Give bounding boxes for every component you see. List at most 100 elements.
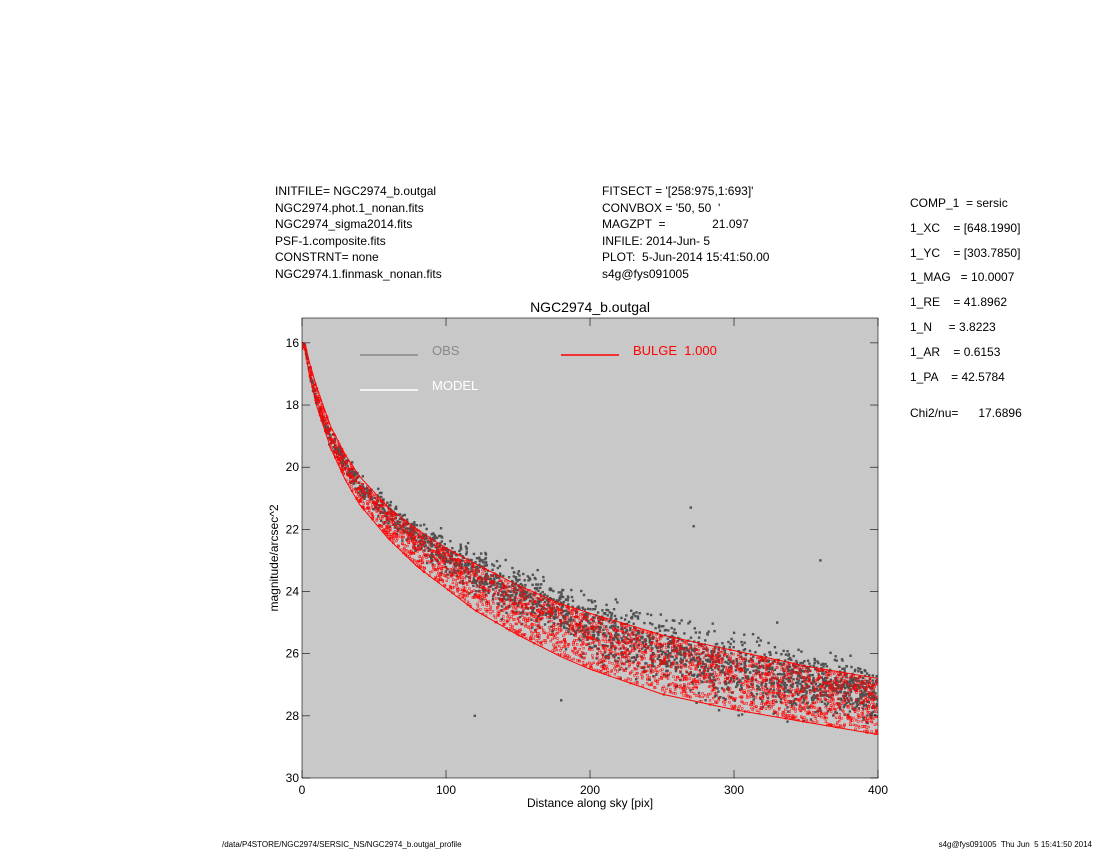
bulge-point: [651, 670, 655, 673]
obs-point: [790, 704, 794, 707]
obs-point: [669, 652, 672, 655]
bulge-point: [426, 560, 429, 563]
obs-point: [517, 588, 520, 592]
bulge-point: [696, 656, 699, 659]
obs-point: [470, 565, 473, 568]
bulge-point: [540, 597, 543, 600]
obs-point: [627, 637, 630, 641]
obs-point: [555, 616, 558, 619]
obs-point: [541, 613, 545, 616]
bulge-point: [715, 691, 718, 695]
obs-point: [608, 611, 611, 614]
bulge-point: [648, 676, 651, 679]
obs-point: [729, 664, 733, 668]
bulge-point: [437, 552, 441, 555]
bulge-point: [876, 706, 878, 710]
bulge-point: [645, 682, 649, 685]
bulge-point: [526, 602, 530, 606]
bulge-point: [741, 707, 744, 710]
bulge-point: [524, 612, 528, 615]
bulge-point: [650, 681, 654, 685]
bulge-point: [566, 607, 569, 610]
obs-point: [633, 625, 636, 629]
bulge-point: [736, 707, 740, 710]
obs-point: [864, 693, 867, 697]
obs-point: [594, 605, 598, 608]
bulge-point: [451, 578, 455, 581]
obs-point: [435, 543, 439, 546]
bulge-point: [536, 635, 539, 638]
obs-point: [587, 642, 590, 646]
obs-point: [714, 666, 717, 669]
obs-point: [826, 702, 830, 705]
bulge-point: [672, 662, 675, 665]
obs-point: [366, 491, 369, 495]
bulge-point: [816, 670, 819, 674]
obs-point: [671, 634, 674, 638]
obs-point: [589, 608, 592, 611]
bulge-point: [477, 593, 481, 597]
obs-point: [336, 448, 340, 452]
obs-point: [715, 642, 719, 646]
obs-point: [713, 650, 716, 654]
bulge-point: [577, 629, 580, 632]
obs-point: [526, 596, 530, 599]
bulge-point: [687, 682, 690, 686]
bulge-point: [866, 717, 869, 721]
obs-point: [482, 561, 485, 564]
obs-point: [736, 680, 740, 684]
obs-point: [681, 673, 684, 676]
bulge-point: [463, 593, 466, 597]
obs-point: [683, 684, 686, 687]
bulge-point: [531, 632, 535, 635]
obs-point: [561, 588, 564, 592]
obs-point: [533, 587, 537, 590]
obs-point: [410, 522, 414, 526]
obs-point: [707, 630, 710, 633]
obs-point: [772, 712, 775, 715]
bulge-point: [784, 703, 788, 707]
bulge-point: [672, 691, 675, 695]
obs-point: [713, 695, 717, 698]
obs-point: [691, 658, 695, 662]
obs-point: [816, 689, 819, 692]
bulge-point: [526, 607, 529, 610]
obs-point: [663, 629, 667, 632]
obs-point: [843, 673, 846, 676]
obs-point: [737, 714, 740, 717]
obs-point: [773, 645, 777, 649]
bulge-point: [491, 610, 495, 613]
bulge-point: [479, 583, 482, 586]
obs-point: [539, 604, 542, 607]
obs-point: [757, 670, 760, 673]
bulge-point: [813, 678, 817, 682]
obs-point: [567, 611, 570, 615]
obs-point: [567, 630, 570, 634]
bulge-point: [749, 660, 753, 663]
obs-point: [487, 591, 490, 595]
obs-point: [601, 609, 604, 612]
obs-point: [810, 696, 814, 700]
bulge-point: [409, 532, 412, 536]
obs-point: [674, 631, 678, 635]
obs-point: [583, 608, 587, 611]
obs-point: [567, 596, 570, 599]
bulge-point: [537, 597, 541, 600]
bulge-point: [632, 647, 636, 650]
obs-point: [775, 700, 778, 704]
bulge-point: [628, 661, 631, 664]
bulge-point: [452, 565, 455, 569]
bulge-point: [426, 555, 430, 558]
obs-point: [429, 539, 433, 542]
bulge-point: [723, 698, 727, 702]
obs-point: [811, 673, 814, 677]
obs-point: [869, 693, 872, 696]
obs-point: [852, 702, 855, 705]
bulge-point: [688, 686, 691, 690]
bulge-point: [542, 628, 545, 632]
bulge-point: [665, 643, 668, 646]
param-line: COMP_1 = sersic: [910, 196, 1008, 210]
obs-point: [784, 653, 788, 656]
obs-point: [412, 527, 415, 531]
obs-point: [608, 638, 611, 642]
